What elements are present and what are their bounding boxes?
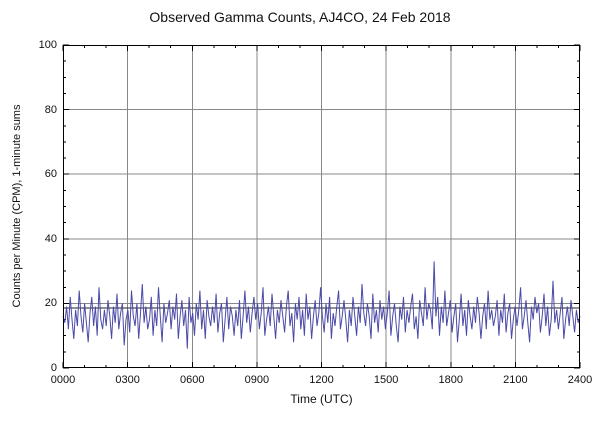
x-tick-label: 2400 — [567, 374, 593, 386]
y-tick-label: 100 — [38, 39, 57, 51]
x-tick-label: 1800 — [438, 374, 463, 386]
x-tick-label: 0000 — [50, 374, 76, 386]
x-tick-label: 2100 — [503, 374, 528, 386]
x-axis-title: Time (UTC) — [290, 392, 353, 406]
chart-title: Observed Gamma Counts, AJ4CO, 24 Feb 201… — [149, 9, 451, 25]
plot-border — [63, 45, 580, 368]
x-tick-label: 0600 — [180, 374, 205, 386]
y-tick-label: 20 — [44, 297, 57, 310]
data-series-line — [62, 261, 581, 349]
y-axis-title: Counts per Minute (CPM), 1-minute sums — [11, 104, 23, 308]
x-tick-label: 0300 — [115, 374, 140, 386]
y-tick-label: 60 — [44, 168, 57, 181]
y-tick-label: 80 — [44, 103, 57, 116]
y-tick-label: 0 — [50, 362, 57, 374]
x-tick-label: 1200 — [309, 374, 334, 386]
x-tick-label: 0900 — [244, 374, 270, 386]
y-tick-label: 40 — [44, 232, 57, 245]
x-tick-label: 1500 — [373, 374, 399, 386]
